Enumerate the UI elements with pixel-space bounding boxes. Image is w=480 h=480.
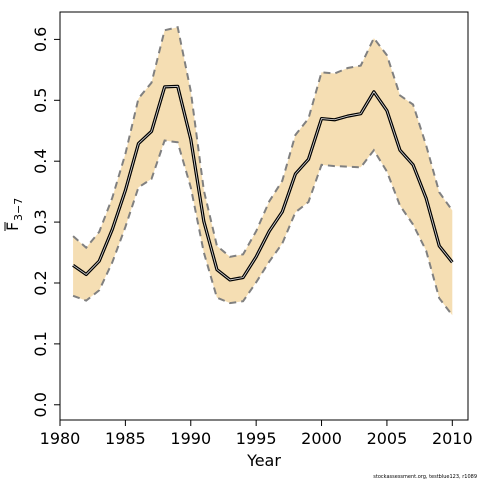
x-axis-title: Year <box>246 451 281 470</box>
lower-bound-line <box>72 139 454 316</box>
y-tick-label: 0.6 <box>31 27 50 52</box>
y-tick-label: 0.1 <box>31 331 50 356</box>
y-axis-title: F <box>3 222 22 231</box>
confidence-band <box>73 27 453 316</box>
x-tick-label: 1995 <box>236 429 277 448</box>
x-tick-label: 2000 <box>301 429 342 448</box>
y-tick-label: 0.0 <box>31 392 50 417</box>
estimate-line-inner <box>72 85 453 281</box>
x-tick-label: 1980 <box>40 429 81 448</box>
y-tick-label: 0.2 <box>31 270 50 295</box>
y-tick-label: 0.3 <box>31 209 50 234</box>
y-axis-title-subscript: 3−7 <box>12 198 25 221</box>
credit-text: stockassessment.org, testblue123, r1089 <box>373 474 477 480</box>
x-tick-label: 1985 <box>105 429 146 448</box>
plot-frame <box>59 11 469 421</box>
x-tick-label: 1990 <box>170 429 211 448</box>
confidence-band-layer <box>73 27 453 316</box>
upper-bound-line <box>72 26 454 258</box>
x-tick-label: 2010 <box>432 429 473 448</box>
y-tick-label: 0.4 <box>31 148 50 173</box>
x-axis: 1980 1985 1990 1995 2000 2005 2010 <box>40 420 473 448</box>
y-axis-title-group: F 3−7 <box>3 198 25 231</box>
x-tick-label: 2005 <box>367 429 408 448</box>
series-line-layer <box>72 26 454 316</box>
y-axis: 0.0 0.1 0.2 0.3 0.4 0.5 0.6 <box>31 27 60 418</box>
y-tick-label: 0.5 <box>31 88 50 113</box>
